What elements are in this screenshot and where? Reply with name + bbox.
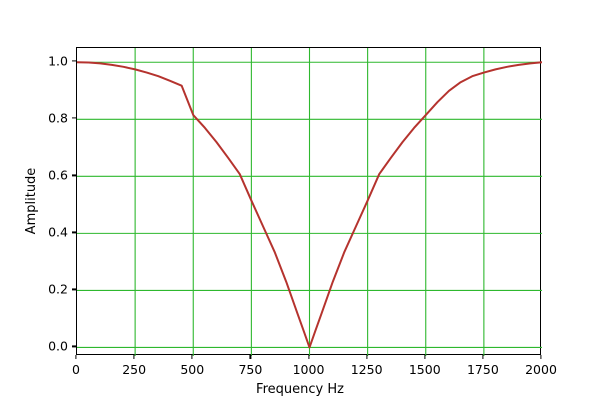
x-tick-label: 1750 — [466, 362, 499, 377]
x-tick-label: 250 — [122, 362, 147, 377]
y-tick-mark — [72, 60, 76, 62]
plot-axes-area — [76, 47, 542, 356]
x-tick-mark — [191, 355, 193, 359]
y-tick-label: 0.8 — [48, 110, 68, 126]
y-tick-label: 0.6 — [48, 167, 68, 183]
x-tick-label: 500 — [180, 362, 205, 377]
gridlines — [77, 48, 542, 356]
data-series-group — [77, 61, 542, 349]
x-tick-mark — [133, 355, 135, 359]
x-tick-label: 1250 — [350, 362, 383, 377]
x-tick-mark — [75, 355, 77, 359]
y-tick-mark — [72, 288, 76, 290]
x-tick-mark — [482, 355, 484, 359]
x-tick-mark — [307, 355, 310, 359]
x-tick-label: 0 — [72, 362, 80, 377]
x-tick-label: 1500 — [408, 362, 441, 377]
x-tick-label: 750 — [238, 362, 263, 377]
y-axis-label: Amplitude — [23, 167, 39, 235]
x-tick-mark — [540, 355, 542, 359]
y-tick-label: 1.0 — [48, 53, 68, 69]
x-axis-label: Frequency Hz — [256, 382, 344, 397]
data-line-0 — [77, 61, 542, 349]
y-tick-mark — [72, 117, 76, 119]
y-tick-mark — [72, 174, 76, 176]
y-tick-label: 0.0 — [48, 338, 68, 354]
x-tick-mark — [424, 355, 426, 359]
y-tick-mark — [72, 231, 76, 233]
x-tick-mark — [249, 355, 251, 359]
x-tick-label: 1000 — [292, 362, 325, 377]
x-tick-mark — [366, 355, 368, 359]
plot-canvas — [77, 48, 542, 356]
y-tick-label: 0.4 — [48, 224, 68, 240]
y-tick-mark — [72, 345, 76, 348]
x-tick-label: 2000 — [525, 362, 557, 377]
y-tick-label: 0.2 — [48, 281, 68, 297]
